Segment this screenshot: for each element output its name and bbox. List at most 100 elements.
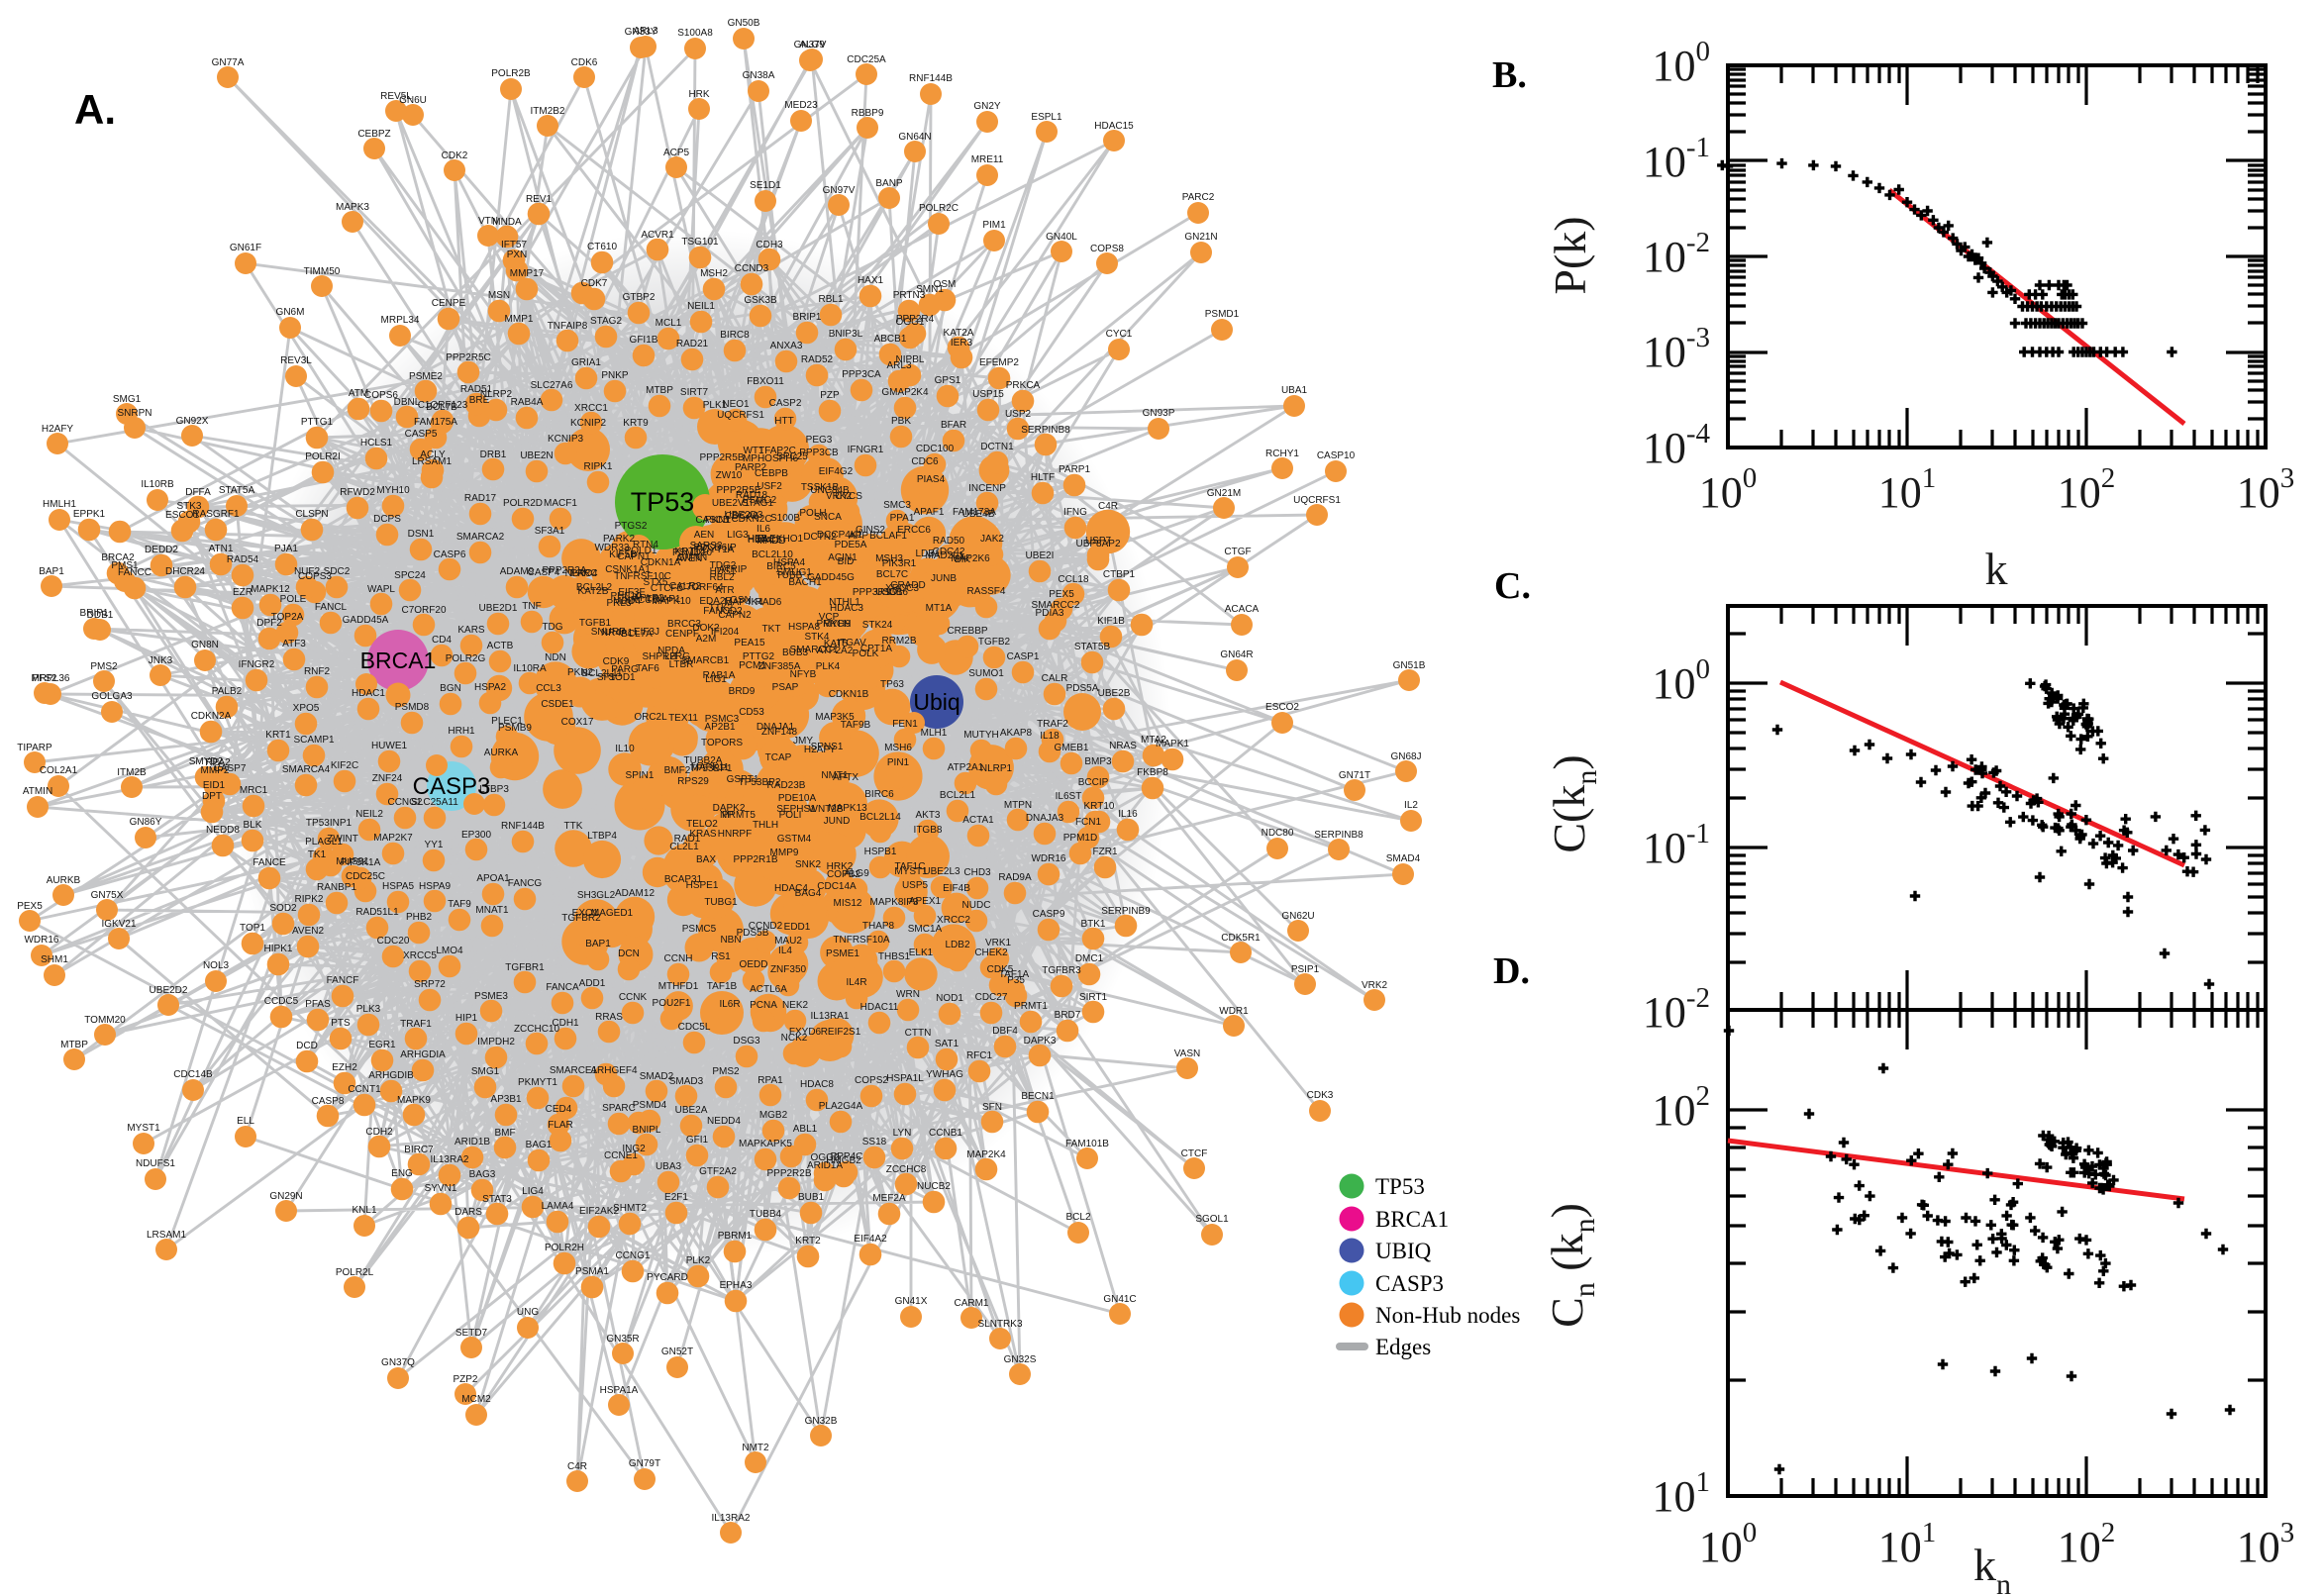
svg-text:PDE5A: PDE5A bbox=[835, 540, 867, 550]
svg-text:C4R: C4R bbox=[1098, 501, 1118, 512]
svg-text:HSPA5: HSPA5 bbox=[382, 881, 414, 892]
svg-text:EIF4B: EIF4B bbox=[943, 883, 970, 894]
svg-text:CTCFL: CTCFL bbox=[651, 583, 683, 594]
svg-text:PFAS: PFAS bbox=[305, 999, 331, 1010]
svg-text:MAPK8IP3: MAPK8IP3 bbox=[870, 897, 919, 908]
svg-text:ZNF148: ZNF148 bbox=[761, 727, 798, 738]
svg-text:MAGED1: MAGED1 bbox=[591, 908, 634, 919]
svg-text:OEDD: OEDD bbox=[740, 959, 768, 970]
svg-text:TNFAIP8: TNFAIP8 bbox=[548, 321, 588, 332]
svg-text:CASP5: CASP5 bbox=[405, 429, 438, 440]
svg-text:SMARCB1: SMARCB1 bbox=[681, 655, 730, 666]
svg-text:IL10: IL10 bbox=[615, 744, 635, 754]
svg-text:MAP2K6: MAP2K6 bbox=[951, 553, 990, 564]
svg-text:PCM1: PCM1 bbox=[739, 660, 766, 671]
svg-text:NLRC4: NLRC4 bbox=[565, 568, 598, 579]
svg-text:NDUFS1: NDUFS1 bbox=[136, 1158, 175, 1169]
svg-text:OSM: OSM bbox=[934, 279, 957, 290]
svg-text:103: 103 bbox=[2237, 462, 2295, 517]
svg-text:SGOL1: SGOL1 bbox=[1195, 1214, 1229, 1225]
svg-text:LRSAM1: LRSAM1 bbox=[412, 456, 452, 467]
svg-text:KAT2A: KAT2A bbox=[944, 328, 974, 339]
svg-text:SLC25A11: SLC25A11 bbox=[411, 797, 458, 808]
svg-text:STX5: STX5 bbox=[643, 577, 667, 588]
svg-text:MMP2: MMP2 bbox=[201, 765, 230, 776]
svg-text:BAP1: BAP1 bbox=[585, 939, 611, 949]
svg-text:C(kn): C(kn) bbox=[1544, 754, 1603, 852]
svg-text:PRMT1: PRMT1 bbox=[1014, 1001, 1048, 1012]
svg-text:C7ORF64: C7ORF64 bbox=[678, 582, 723, 593]
svg-text:MAPK11: MAPK11 bbox=[691, 762, 730, 773]
svg-text:FBXO11: FBXO11 bbox=[747, 376, 784, 387]
svg-text:MAP2K7: MAP2K7 bbox=[373, 833, 413, 844]
svg-text:COPS3: COPS3 bbox=[298, 571, 332, 582]
svg-text:SHM1: SHM1 bbox=[41, 954, 68, 965]
svg-text:A2M: A2M bbox=[696, 634, 717, 645]
svg-text:COL2A1: COL2A1 bbox=[40, 765, 78, 776]
svg-text:POLH: POLH bbox=[799, 508, 826, 519]
svg-text:OGG1: OGG1 bbox=[896, 317, 925, 328]
svg-text:ADAM9: ADAM9 bbox=[500, 566, 535, 577]
svg-text:MAPK9: MAPK9 bbox=[397, 1095, 431, 1106]
svg-text:PPP2R5C: PPP2R5C bbox=[446, 352, 491, 363]
svg-text:BLK: BLK bbox=[244, 820, 262, 831]
svg-text:LDB1: LDB1 bbox=[915, 549, 940, 559]
svg-text:GN41C: GN41C bbox=[1103, 1294, 1136, 1305]
svg-text:MMP17: MMP17 bbox=[510, 268, 545, 279]
svg-text:RFWD2: RFWD2 bbox=[340, 487, 375, 498]
svg-text:AKT3: AKT3 bbox=[915, 810, 940, 821]
svg-text:SPC25: SPC25 bbox=[776, 451, 808, 462]
svg-text:MCM2: MCM2 bbox=[461, 1394, 491, 1405]
svg-text:UBE2D2: UBE2D2 bbox=[150, 985, 188, 996]
svg-text:DMC1: DMC1 bbox=[1075, 953, 1104, 964]
svg-text:PMS2: PMS2 bbox=[90, 661, 118, 672]
svg-text:HTT: HTT bbox=[774, 416, 793, 427]
svg-text:RBL1: RBL1 bbox=[818, 294, 843, 305]
svg-text:USO1: USO1 bbox=[875, 587, 903, 598]
svg-text:BAG3: BAG3 bbox=[469, 1169, 496, 1180]
svg-text:EPPK1: EPPK1 bbox=[73, 509, 106, 520]
svg-text:SS18: SS18 bbox=[862, 1137, 887, 1147]
svg-text:PPP3CB: PPP3CB bbox=[799, 448, 839, 458]
svg-text:TP63: TP63 bbox=[880, 679, 904, 690]
svg-text:TP53INP1: TP53INP1 bbox=[306, 818, 353, 829]
svg-text:TP53BP2: TP53BP2 bbox=[739, 777, 781, 788]
svg-text:MAD2L1: MAD2L1 bbox=[926, 550, 964, 561]
svg-text:NEK2: NEK2 bbox=[782, 1000, 809, 1011]
svg-text:MTBP: MTBP bbox=[646, 385, 673, 396]
svg-text:CALR2: CALR2 bbox=[669, 581, 702, 592]
svg-text:NFYB: NFYB bbox=[790, 669, 817, 680]
svg-text:ATF3: ATF3 bbox=[282, 639, 306, 649]
svg-text:CTBP1: CTBP1 bbox=[1103, 569, 1136, 580]
svg-text:PSMA1: PSMA1 bbox=[575, 1266, 609, 1277]
svg-text:ESPL1: ESPL1 bbox=[1031, 112, 1062, 123]
svg-text:TNFRSF10A: TNFRSF10A bbox=[833, 935, 890, 946]
svg-text:HRK: HRK bbox=[688, 89, 709, 100]
svg-text:TKT: TKT bbox=[762, 624, 781, 635]
svg-text:APEX1: APEX1 bbox=[909, 896, 942, 907]
svg-text:TAF1A: TAF1A bbox=[999, 969, 1030, 980]
svg-text:POLI: POLI bbox=[779, 810, 802, 821]
svg-text:CDC42: CDC42 bbox=[933, 547, 965, 557]
svg-text:TCAP: TCAP bbox=[765, 752, 792, 763]
svg-text:WRN: WRN bbox=[896, 989, 920, 1000]
svg-text:RFC1: RFC1 bbox=[966, 1050, 993, 1061]
svg-text:TAF1B: TAF1B bbox=[707, 981, 738, 992]
svg-text:KAT5: KAT5 bbox=[824, 639, 849, 649]
svg-text:PCNA: PCNA bbox=[750, 1000, 777, 1011]
svg-text:MBD4: MBD4 bbox=[613, 596, 641, 607]
svg-text:CYCS: CYCS bbox=[835, 491, 862, 502]
svg-text:SMC1A: SMC1A bbox=[908, 924, 943, 935]
svg-text:BCL2: BCL2 bbox=[1065, 1212, 1090, 1223]
svg-text:JUNB: JUNB bbox=[931, 573, 957, 584]
svg-text:TAF9B: TAF9B bbox=[841, 720, 871, 731]
svg-text:TOMM20: TOMM20 bbox=[84, 1015, 126, 1026]
svg-text:TUBB2A: TUBB2A bbox=[684, 755, 723, 766]
svg-text:POLK: POLK bbox=[853, 648, 879, 659]
svg-text:TNF: TNF bbox=[522, 601, 541, 612]
svg-text:ACP5: ACP5 bbox=[663, 148, 690, 158]
svg-text:RTN4: RTN4 bbox=[633, 540, 658, 550]
svg-text:ACTB: ACTB bbox=[487, 641, 514, 651]
svg-text:BCLAF1: BCLAF1 bbox=[869, 531, 907, 542]
svg-text:MMP1: MMP1 bbox=[505, 314, 534, 325]
